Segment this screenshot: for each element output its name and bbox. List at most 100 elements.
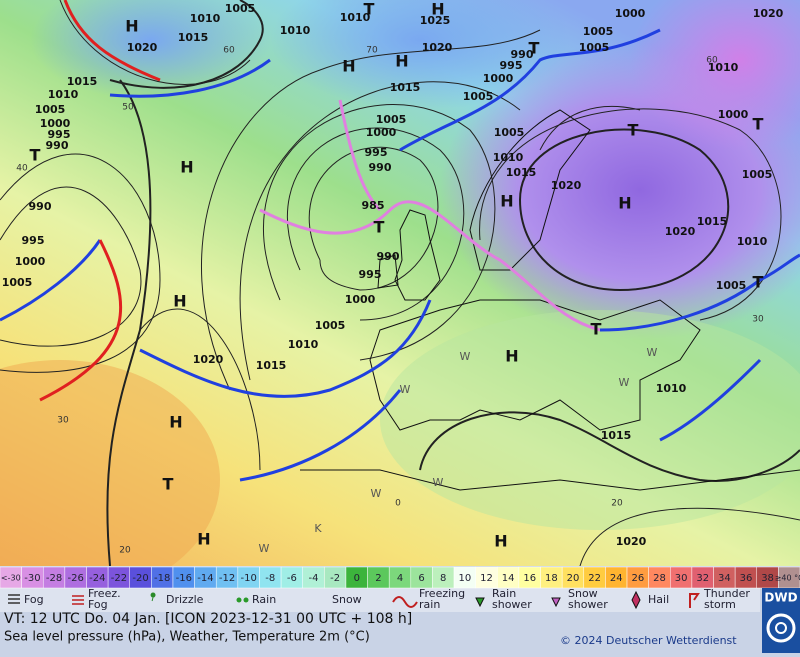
scale-label: -26 [68,573,84,584]
isobar-label: 1010 [288,338,319,351]
isobar-label: 1000 [345,293,376,306]
legend-label: Snow [332,593,362,606]
isobar-label: 990 [511,48,534,61]
grid-label: 20 [119,546,131,556]
isobar-label: 1020 [753,7,784,20]
isobar-label: 1020 [551,179,582,192]
weather-letter: W [433,476,444,489]
isobar-label: 1010 [280,24,311,37]
isobar-label: 1000 [718,108,749,121]
isobar-label: 1000 [366,126,397,139]
isobar-label: 1015 [506,166,537,179]
isobar-label: 1010 [708,61,739,74]
pressure-center: H [500,192,513,211]
isobar-label: 995 [500,59,523,72]
scale-label: 18 [545,573,558,584]
icon-rain [243,597,249,603]
pressure-center: T [364,0,375,19]
pressure-center: H [395,52,408,71]
isobar-label: 1005 [494,126,525,139]
icon-freezing-rain [392,596,418,608]
grid-label: 30 [57,416,69,426]
legend-label: Rain shower [492,587,532,611]
isobar-label: 1005 [716,279,747,292]
isobar-label: 990 [46,139,69,152]
pressure-center: H [505,347,518,366]
scale-label: 20 [567,573,580,584]
scale-label: 24 [610,573,623,584]
scale-label: -6 [287,573,297,584]
legend-label: Thunder storm [703,587,750,611]
temperature-scale: <-30 -30 -28 -26 -24 -22 -20 -18 -16 -14 -12 -10 -8-… [0,566,800,589]
isobar-label: 1005 [376,113,407,126]
isobar-label: 995 [48,128,71,141]
weather-legend: Fog Freez. Fog Drizzle Rain Snow Freezing rain R… [8,587,750,611]
isobar-label: 1015 [67,75,98,88]
isobar-label: 1010 [737,235,768,248]
pressure-center: T [30,146,41,165]
weather-letter: W [371,487,382,500]
isobar-label: 1010 [48,88,79,101]
pressure-center: T [753,115,764,134]
pressure-center: T [628,121,639,140]
isobar-label: 1000 [483,72,514,85]
pressure-center: H [431,0,444,19]
scale-label: 0 [354,573,360,584]
scale-label: 32 [696,573,709,584]
isobar-label: 990 [377,250,400,263]
scale-label: -8 [265,573,275,584]
scale-label: 2 [375,573,381,584]
dwd-logo: DWD [762,588,800,653]
scale-label: -2 [330,573,340,584]
pressure-center: T [374,218,385,237]
scale-label: 10 [458,573,471,584]
scale-label: -18 [154,573,170,584]
scale-label: 38 [761,573,774,584]
legend-label: Freez. Fog [88,587,121,611]
scale-label: 14 [502,573,515,584]
pressure-center: H [173,292,186,311]
isobar-label: 1005 [2,276,33,289]
grid-label: 60 [706,56,718,66]
icon-snow-shower [551,597,561,608]
grid-label: 70 [366,46,378,56]
scale-label: -16 [176,573,192,584]
legend-label: Freezing rain [419,587,465,611]
weather-letter: W [619,376,630,389]
scale-label: 22 [588,573,601,584]
legend-label: Hail [648,593,669,606]
legend-label: Snow shower [568,587,608,611]
weather-letter: K [314,522,322,535]
scale-label: -4 [309,573,319,584]
grid-label: 30 [752,315,764,325]
icon-freezing-fog [72,595,84,605]
isobar-label: 1000 [615,7,646,20]
scale-label: -20 [132,573,148,584]
scale-label: 28 [653,573,666,584]
grid-label: 0 [395,499,401,509]
scale-label: ≥40 °C [775,574,800,583]
legend-label: Rain [252,593,276,606]
isobar-label: 1015 [178,31,209,44]
pressure-center: T [163,475,174,494]
weather-letter: W [460,350,471,363]
scale-label: 30 [675,573,688,584]
pressure-center: T [529,39,540,58]
logo-text: DWD [764,591,797,605]
fronts [0,0,800,482]
icon-drizzle [150,592,156,602]
pressure-center: H [197,530,210,549]
icon-hail [631,590,641,610]
isobar-label: 1020 [616,535,647,548]
weather-letter: W [647,346,658,359]
scale-label: -30 [24,573,40,584]
isobar-label: 1005 [463,90,494,103]
isobar-label: 1010 [656,382,687,395]
icon-thunderstorm [689,593,700,608]
pressure-center: H [180,158,193,177]
isobars [0,0,800,567]
isobar-label: 1020 [422,41,453,54]
weather-letter: W [400,383,411,396]
grid-label: 50 [122,103,134,113]
